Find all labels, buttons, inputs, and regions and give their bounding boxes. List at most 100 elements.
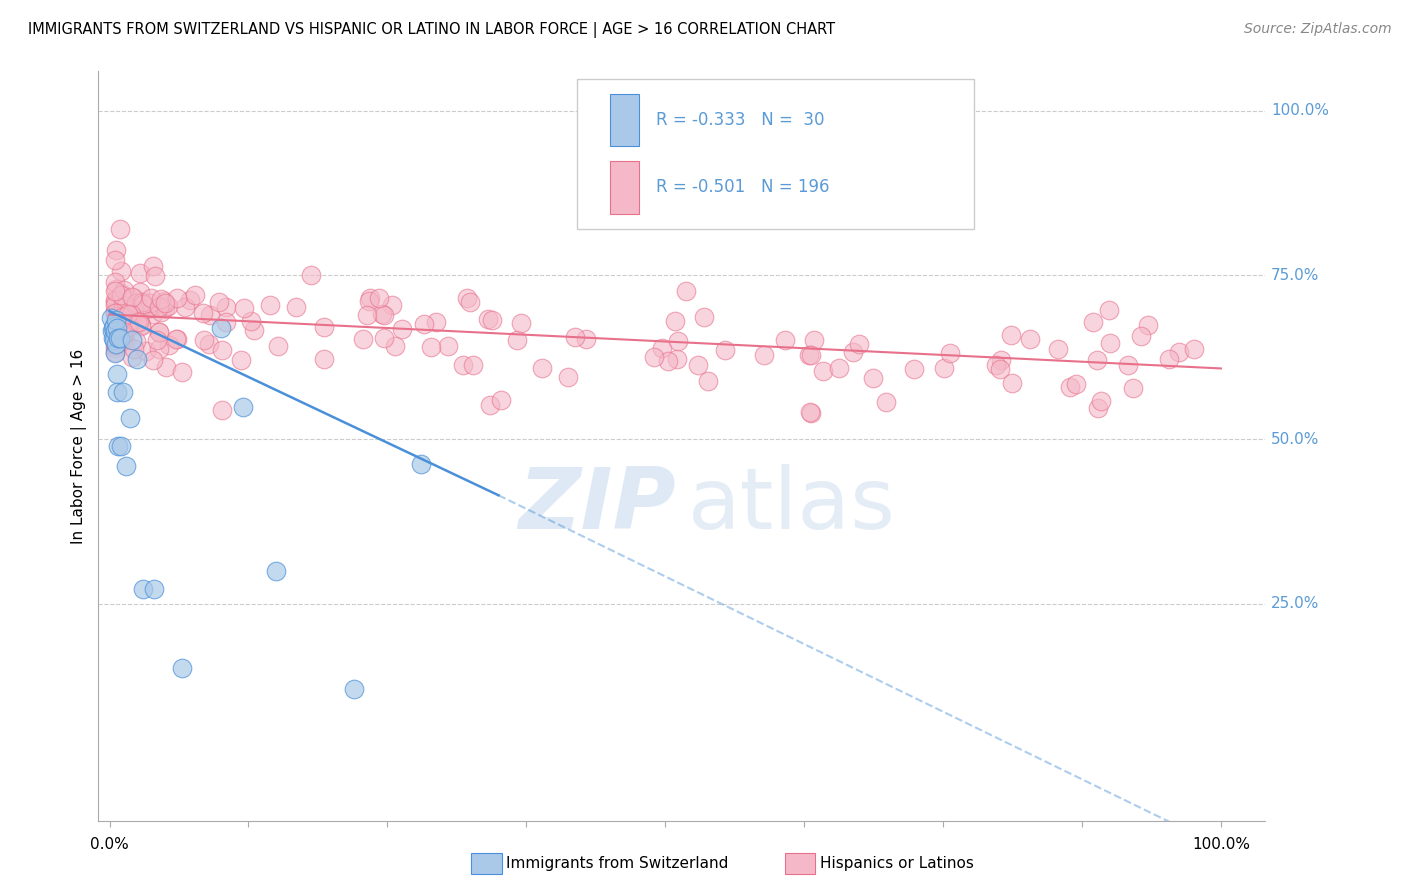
Point — [232, 400, 254, 414]
Point — [651, 341, 673, 355]
Point — [170, 661, 193, 675]
Point — [125, 334, 148, 348]
Point — [373, 308, 395, 322]
Point — [142, 307, 165, 321]
Point — [675, 284, 697, 298]
Point — [125, 315, 148, 329]
Point — [714, 343, 737, 357]
Text: Source: ZipAtlas.com: Source: ZipAtlas.com — [1244, 22, 1392, 37]
Point — [111, 310, 134, 325]
Point — [104, 303, 127, 318]
Point — [111, 317, 134, 331]
Point — [264, 564, 287, 578]
Point — [111, 299, 134, 313]
Point — [139, 295, 162, 310]
Point — [104, 243, 127, 257]
Point — [686, 358, 709, 372]
Point — [437, 338, 460, 352]
Point — [799, 406, 821, 420]
Point — [146, 333, 169, 347]
Point — [1090, 394, 1112, 409]
Point — [530, 360, 553, 375]
Point — [104, 284, 127, 298]
Point — [129, 318, 152, 333]
Point — [799, 405, 821, 419]
Point — [132, 296, 155, 310]
Point — [148, 301, 170, 315]
Point — [299, 268, 322, 282]
Point — [139, 301, 162, 315]
Point — [172, 365, 194, 379]
Point — [862, 370, 884, 384]
Point — [141, 292, 163, 306]
Point — [124, 295, 146, 310]
Point — [1087, 401, 1109, 415]
Point — [111, 385, 134, 400]
Point — [110, 334, 132, 348]
Point — [101, 320, 124, 334]
Text: 100.0%: 100.0% — [1271, 103, 1329, 119]
Point — [104, 323, 127, 337]
Point — [564, 330, 586, 344]
Point — [1000, 376, 1022, 391]
Point — [198, 308, 221, 322]
Point — [668, 334, 690, 349]
Point — [875, 395, 897, 409]
Point — [118, 314, 141, 328]
Point — [142, 353, 165, 368]
Point — [118, 313, 141, 327]
Point — [110, 439, 132, 453]
Point — [391, 322, 413, 336]
Point — [135, 343, 157, 358]
Point — [111, 329, 134, 343]
Point — [1064, 377, 1087, 392]
Point — [456, 291, 478, 305]
Point — [166, 292, 188, 306]
Point — [183, 288, 205, 302]
Point — [1122, 381, 1144, 395]
Point — [373, 331, 395, 345]
Point — [1059, 380, 1081, 394]
Point — [800, 348, 823, 362]
Point — [208, 295, 231, 310]
Point — [575, 332, 598, 346]
Point — [104, 322, 127, 336]
Point — [419, 340, 441, 354]
Point — [105, 337, 128, 351]
Point — [990, 352, 1012, 367]
Point — [211, 343, 233, 357]
Point — [132, 582, 155, 597]
Point — [120, 307, 142, 321]
Point — [754, 348, 776, 362]
Point — [131, 295, 153, 310]
Point — [121, 333, 143, 347]
Bar — [610, 94, 638, 146]
Point — [285, 300, 308, 314]
Point — [105, 304, 128, 318]
Text: R = -0.501   N = 196: R = -0.501 N = 196 — [657, 178, 830, 196]
Point — [984, 358, 1007, 372]
Point — [152, 294, 174, 309]
Point — [115, 458, 138, 473]
Point — [105, 385, 128, 400]
Point — [384, 339, 406, 353]
Point — [103, 333, 125, 347]
Point — [103, 319, 125, 334]
Point — [697, 374, 720, 388]
Point — [104, 293, 127, 308]
Point — [477, 311, 499, 326]
Point — [153, 301, 176, 316]
Point — [233, 301, 256, 316]
Point — [359, 291, 381, 305]
Point — [841, 345, 863, 359]
Point — [114, 332, 136, 346]
Point — [128, 311, 150, 326]
Point — [813, 364, 835, 378]
Point — [148, 342, 170, 356]
Point — [988, 362, 1011, 376]
Y-axis label: In Labor Force | Age > 16: In Labor Force | Age > 16 — [72, 349, 87, 543]
Point — [939, 346, 962, 360]
Point — [108, 330, 131, 344]
Point — [104, 298, 127, 312]
Point — [112, 310, 135, 324]
